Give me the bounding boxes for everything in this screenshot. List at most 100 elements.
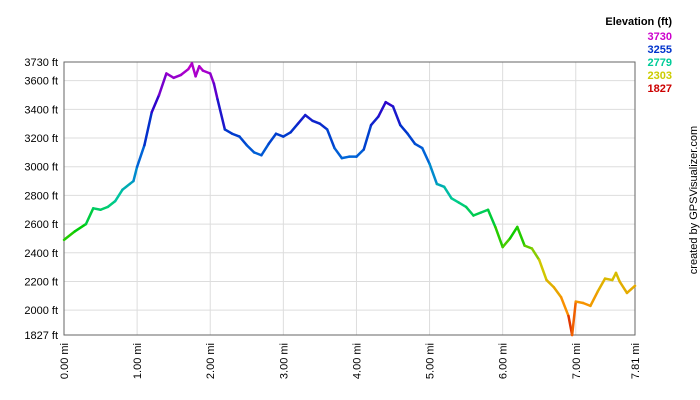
profile-segment bbox=[179, 67, 190, 77]
profile-segment bbox=[325, 128, 336, 150]
profile-segment bbox=[406, 132, 417, 146]
x-tick-label: 7.00 mi bbox=[571, 343, 583, 379]
profile-segment bbox=[581, 301, 592, 308]
profile-segment bbox=[311, 119, 322, 125]
profile-segment bbox=[106, 199, 117, 209]
profile-segment bbox=[523, 244, 534, 250]
profile-segment bbox=[230, 132, 241, 138]
profile-segment bbox=[84, 207, 95, 226]
profile-segment bbox=[442, 185, 453, 200]
profile-segment bbox=[384, 100, 395, 108]
profile-segment bbox=[570, 300, 578, 337]
profile-segment bbox=[362, 123, 373, 151]
profile-segment bbox=[99, 205, 110, 212]
x-tick-label: 1.00 mi bbox=[132, 343, 144, 379]
profile-segment bbox=[399, 123, 409, 135]
profile-segment bbox=[530, 247, 541, 262]
profile-segment bbox=[435, 182, 446, 189]
grid bbox=[63, 61, 636, 336]
y-tick-label: 2600 ft bbox=[24, 219, 58, 231]
profile-segment bbox=[413, 142, 424, 150]
profile-segment bbox=[172, 73, 183, 80]
profile-segment bbox=[559, 296, 570, 318]
credit-text: created by GPSVisualizer.com bbox=[688, 126, 700, 274]
x-tick-label: 0.00 mi bbox=[59, 343, 71, 379]
profile-segment bbox=[355, 148, 366, 158]
x-tick-label: 5.00 mi bbox=[425, 343, 437, 379]
profile-segment bbox=[143, 110, 153, 147]
profile-segment bbox=[223, 128, 234, 135]
profile-segment bbox=[216, 98, 227, 131]
profile-segment bbox=[132, 165, 139, 183]
x-tick-label: 3.00 mi bbox=[278, 343, 290, 379]
profile-segment bbox=[428, 162, 439, 186]
profile-segment bbox=[516, 225, 526, 247]
elevation-profile-line bbox=[62, 62, 637, 337]
legend-title: Elevation (ft) bbox=[605, 16, 672, 28]
profile-segment bbox=[289, 122, 300, 134]
profile-segment bbox=[194, 65, 201, 78]
legend-entry: 3255 bbox=[648, 44, 672, 56]
profile-segment bbox=[377, 100, 387, 118]
y-tick-label: 1827 ft bbox=[24, 330, 58, 342]
profile-segment bbox=[252, 151, 263, 157]
profile-segment bbox=[190, 62, 197, 78]
y-tick-label: 3730 ft bbox=[24, 57, 58, 69]
profile-segment bbox=[333, 146, 344, 160]
profile-segment bbox=[486, 208, 497, 229]
profile-segment bbox=[150, 93, 161, 114]
profile-segment bbox=[501, 237, 512, 249]
legend-entry: 1827 bbox=[648, 83, 672, 95]
x-tick-label: 6.00 mi bbox=[498, 343, 510, 379]
legend-entry: 2303 bbox=[648, 70, 672, 82]
profile-segment bbox=[472, 211, 482, 217]
profile-segment bbox=[457, 201, 468, 209]
profile-segment bbox=[614, 271, 621, 283]
profile-segment bbox=[479, 208, 490, 214]
axes bbox=[63, 61, 636, 336]
profile-segment bbox=[552, 285, 563, 299]
y-tick-label: 3000 ft bbox=[24, 162, 58, 174]
profile-segment bbox=[73, 222, 88, 233]
profile-segment bbox=[304, 113, 314, 123]
profile-segment bbox=[267, 132, 278, 146]
y-tick-label: 2000 ft bbox=[24, 305, 58, 317]
profile-segment bbox=[625, 284, 637, 295]
y-tick-label: 2400 ft bbox=[24, 248, 58, 260]
x-axis-tick-labels: 0.00 mi 1.00 mi 2.00 mi 3.00 mi 4.00 mi 5.00 … bbox=[59, 343, 642, 379]
profile-segment bbox=[420, 146, 431, 166]
profile-segment bbox=[589, 290, 599, 308]
profile-segment bbox=[537, 258, 548, 282]
profile-segment bbox=[464, 205, 475, 217]
profile-segment bbox=[274, 132, 285, 138]
x-tick-label: 4.00 mi bbox=[351, 343, 363, 379]
profile-segment bbox=[369, 115, 380, 127]
plot-frame bbox=[63, 61, 636, 336]
profile-segment bbox=[545, 278, 556, 289]
profile-segment bbox=[318, 122, 329, 131]
profile-segment bbox=[62, 230, 77, 242]
profile-segment bbox=[121, 182, 132, 191]
profile-segment bbox=[245, 143, 256, 154]
profile-segment bbox=[165, 72, 175, 80]
profile-segment bbox=[618, 280, 629, 295]
profile-segment bbox=[494, 225, 504, 249]
profile-segment bbox=[238, 135, 249, 147]
legend-entry: 3730 bbox=[648, 31, 672, 43]
y-tick-label: 2200 ft bbox=[24, 276, 58, 288]
profile-segment bbox=[201, 69, 212, 75]
profile-segment bbox=[260, 142, 270, 157]
profile-segment bbox=[296, 113, 307, 125]
y-tick-label: 3400 ft bbox=[24, 104, 58, 116]
y-tick-label: 3200 ft bbox=[24, 133, 58, 145]
profile-segment bbox=[113, 188, 124, 203]
x-tick-label: 2.00 mi bbox=[205, 343, 217, 379]
profile-segment bbox=[391, 105, 402, 127]
y-tick-label: 2800 ft bbox=[24, 190, 58, 202]
profile-segment bbox=[208, 72, 216, 85]
profile-segment bbox=[508, 225, 519, 240]
x-tick-label: 7.81 mi bbox=[630, 343, 642, 379]
profile-segment bbox=[157, 72, 168, 97]
